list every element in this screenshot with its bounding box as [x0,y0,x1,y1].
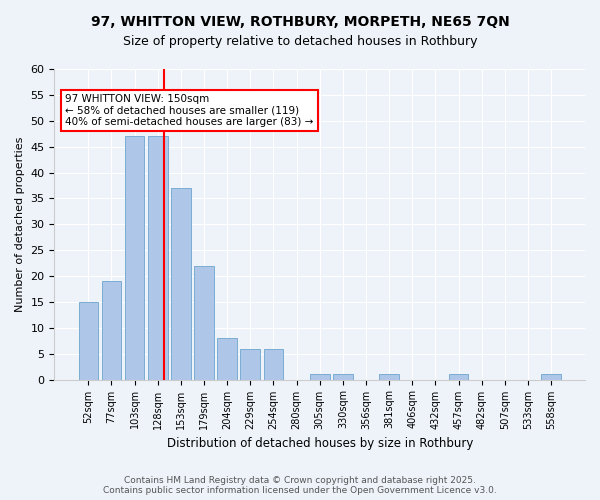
Y-axis label: Number of detached properties: Number of detached properties [15,136,25,312]
Bar [449,374,469,380]
Bar [541,374,561,380]
Bar [125,136,145,380]
Bar [148,136,167,380]
Bar [194,266,214,380]
X-axis label: Distribution of detached houses by size in Rothbury: Distribution of detached houses by size … [167,437,473,450]
Bar [379,374,399,380]
Text: 97 WHITTON VIEW: 150sqm
← 58% of detached houses are smaller (119)
40% of semi-d: 97 WHITTON VIEW: 150sqm ← 58% of detache… [65,94,313,127]
Text: Contains HM Land Registry data © Crown copyright and database right 2025.
Contai: Contains HM Land Registry data © Crown c… [103,476,497,495]
Bar [241,348,260,380]
Bar [263,348,283,380]
Bar [171,188,191,380]
Bar [101,281,121,380]
Text: 97, WHITTON VIEW, ROTHBURY, MORPETH, NE65 7QN: 97, WHITTON VIEW, ROTHBURY, MORPETH, NE6… [91,15,509,29]
Text: Size of property relative to detached houses in Rothbury: Size of property relative to detached ho… [123,35,477,48]
Bar [310,374,329,380]
Bar [217,338,237,380]
Bar [79,302,98,380]
Bar [333,374,353,380]
